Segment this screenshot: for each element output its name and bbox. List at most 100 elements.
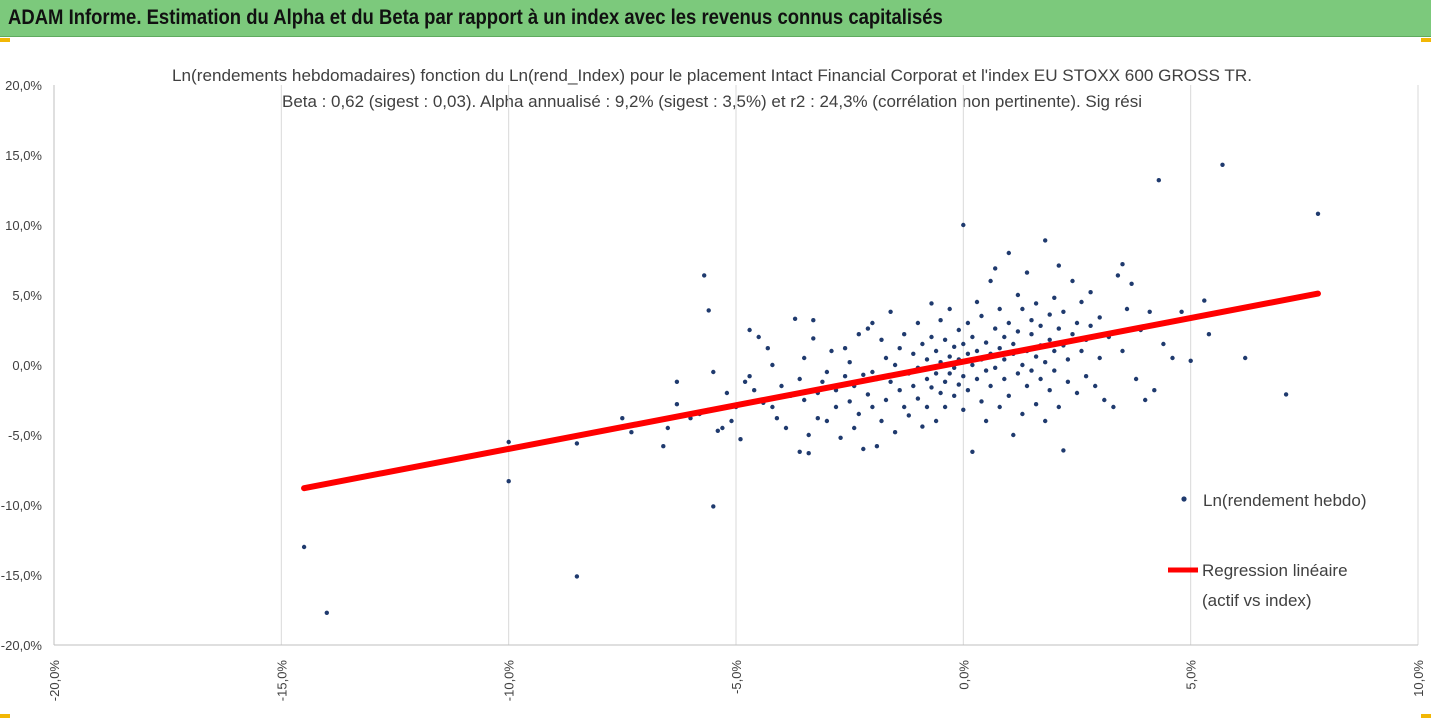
data-point [802, 397, 807, 403]
data-point [861, 446, 866, 452]
data-point [1015, 292, 1021, 298]
data-point [1043, 238, 1048, 243]
data-point [1006, 393, 1011, 398]
data-point [1111, 404, 1116, 410]
legend: Ln(rendement hebdo) Regression linéaire … [1168, 491, 1367, 610]
data-point [906, 413, 911, 418]
data-point [1029, 332, 1034, 337]
data-point [997, 404, 1002, 410]
data-point [1061, 309, 1066, 314]
data-point [838, 435, 843, 440]
data-point [947, 306, 952, 312]
data-point [1083, 374, 1089, 379]
data-point [765, 346, 770, 351]
data-point [952, 393, 957, 398]
data-point [752, 388, 757, 393]
data-point [1065, 357, 1071, 362]
data-point [1170, 355, 1175, 361]
data-point [924, 357, 930, 362]
data-point [824, 369, 830, 375]
data-point [970, 362, 975, 368]
data-point [715, 428, 720, 433]
x-tick-label: 0,0% [956, 660, 971, 690]
data-point [815, 416, 820, 421]
data-point [324, 610, 329, 615]
data-point [1202, 298, 1207, 303]
data-point [629, 430, 634, 435]
data-point [1047, 388, 1052, 393]
data-point [911, 383, 916, 389]
data-point [993, 266, 998, 271]
data-point [970, 334, 975, 340]
data-point [1056, 263, 1062, 268]
corner-mark-top-left [0, 38, 10, 42]
data-point [1020, 411, 1025, 417]
data-point [1079, 348, 1084, 354]
data-point [770, 362, 775, 368]
data-point [1097, 315, 1102, 320]
data-point [1070, 278, 1075, 284]
data-point [1002, 376, 1007, 382]
data-point [1093, 383, 1098, 389]
data-point [747, 327, 752, 333]
data-point [933, 418, 939, 424]
data-point [1038, 376, 1043, 382]
data-point [824, 418, 830, 424]
data-point [938, 390, 943, 396]
legend-line-label-2: (actif vs index) [1202, 591, 1312, 610]
data-point [1074, 390, 1080, 396]
y-tick-label: 20,0% [5, 78, 42, 93]
data-point [820, 379, 825, 384]
data-point [974, 348, 980, 354]
data-point [1156, 178, 1162, 183]
data-point [956, 327, 961, 333]
x-tick-label: 10,0% [1411, 660, 1426, 697]
data-point [920, 424, 925, 429]
data-point [961, 222, 966, 228]
data-point [979, 313, 984, 319]
data-point [965, 320, 971, 326]
data-point [1002, 334, 1007, 340]
data-point [1088, 323, 1093, 328]
data-point [852, 425, 857, 431]
data-point [1011, 341, 1016, 347]
data-point [879, 337, 884, 342]
data-point [1102, 397, 1107, 403]
data-point [665, 425, 670, 431]
data-point [997, 306, 1002, 312]
data-point [924, 376, 930, 382]
data-point [1029, 368, 1034, 373]
data-point [1020, 306, 1025, 312]
data-point [1047, 337, 1052, 342]
data-point [870, 320, 875, 326]
data-point [702, 273, 707, 278]
legend-line-label-1: Regression linéaire [1202, 561, 1348, 580]
data-point [1070, 332, 1075, 337]
page-title: ADAM Informe. Estimation du Alpha et du … [8, 6, 943, 29]
data-point [1052, 295, 1057, 300]
data-point [1024, 383, 1030, 389]
y-tick-label: 10,0% [5, 218, 42, 233]
data-point [929, 334, 934, 340]
data-point [1061, 448, 1066, 453]
corner-mark-bottom-left [0, 714, 10, 718]
data-point [1033, 354, 1039, 359]
x-tick-label: -5,0% [729, 660, 744, 694]
data-point [970, 449, 975, 454]
data-point [911, 351, 916, 356]
data-point [1024, 270, 1030, 275]
data-point [952, 344, 957, 349]
data-point [842, 374, 848, 379]
data-point [706, 308, 711, 313]
data-point [947, 354, 952, 359]
data-point [1129, 281, 1134, 286]
data-point [1179, 309, 1184, 314]
data-point [865, 326, 871, 331]
data-point [938, 318, 943, 323]
data-point [674, 402, 680, 407]
data-point [1120, 348, 1125, 354]
data-point [933, 371, 939, 376]
data-point [979, 399, 984, 404]
data-point [847, 360, 852, 365]
